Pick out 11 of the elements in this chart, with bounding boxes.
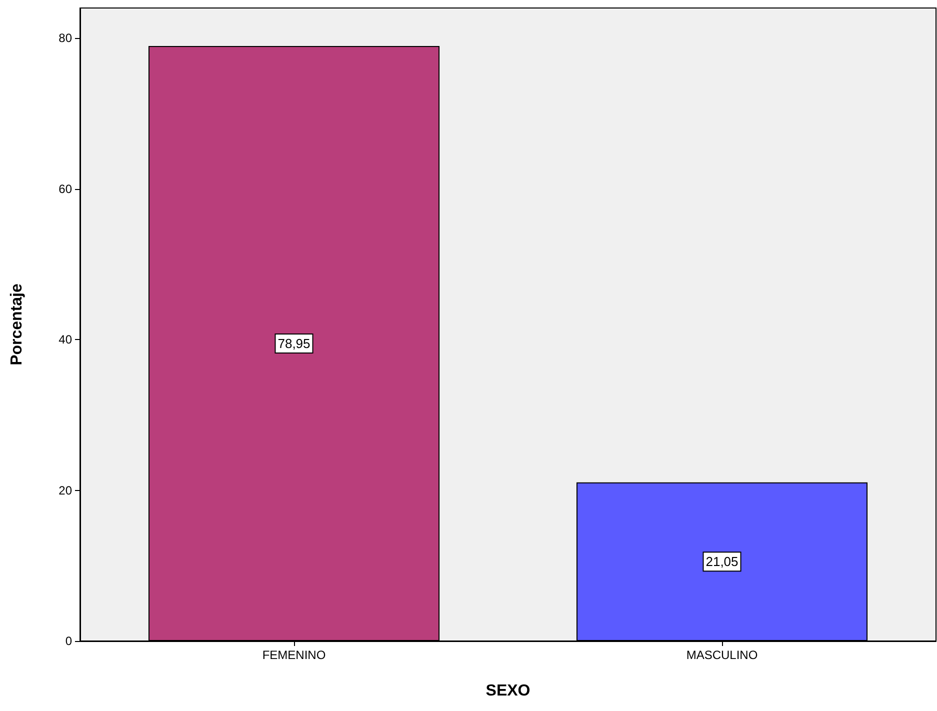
data-label: 21,05 (706, 554, 738, 570)
x-axis-title: SEXO (486, 682, 530, 700)
y-axis-title: Porcentaje (8, 283, 26, 366)
y-tick-label: 60 (58, 182, 72, 196)
y-tick-label: 0 (65, 634, 72, 648)
y-tick-label: 80 (58, 31, 72, 46)
data-label: 78,95 (278, 336, 310, 352)
x-tick-label: MASCULINO (686, 648, 758, 662)
y-tick-label: 40 (58, 332, 72, 347)
y-tick-label: 20 (58, 483, 72, 498)
x-tick-label: FEMENINO (262, 648, 326, 662)
